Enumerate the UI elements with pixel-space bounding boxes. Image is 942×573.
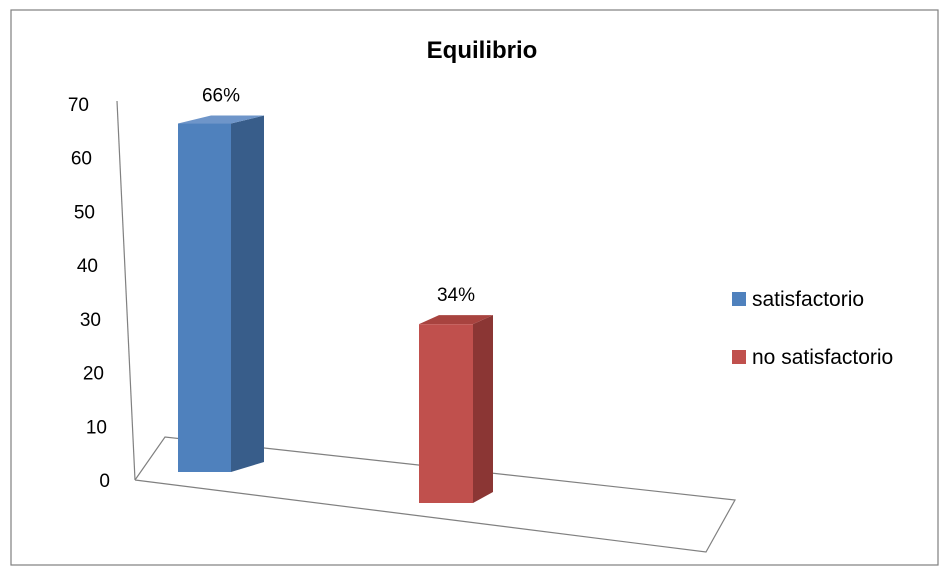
bar-top-face: [419, 315, 493, 325]
y-tick-label: 0: [99, 471, 110, 492]
legend-swatch: [732, 292, 746, 306]
plot-floor: [116, 100, 736, 553]
y-axis-ticks: 0 10 20 30 40 50 60 70: [68, 95, 110, 492]
data-label: 66%: [202, 86, 240, 107]
y-tick-label: 20: [83, 364, 104, 385]
legend-swatch: [732, 350, 746, 364]
data-labels: 66% 34%: [202, 86, 475, 307]
y-tick-label: 70: [68, 95, 89, 116]
data-label: 34%: [437, 285, 475, 306]
bar-side-face: [231, 115, 264, 473]
legend-item: no satisfactorio: [732, 346, 893, 369]
y-tick-label: 40: [77, 256, 98, 277]
bar-front-face: [419, 324, 473, 503]
back-vertical-axis: [116, 100, 136, 481]
bar-satisfactorio: [178, 115, 264, 473]
bar-side-face: [473, 315, 493, 503]
legend-label: no satisfactorio: [752, 346, 893, 369]
y-tick-label: 50: [74, 202, 95, 223]
bar-no-satisfactorio: [419, 315, 493, 503]
bar-front-face: [178, 123, 231, 473]
y-tick-label: 30: [80, 310, 101, 331]
floor-outline: [134, 436, 736, 553]
legend-item: satisfactorio: [732, 288, 864, 311]
legend: satisfactorio no satisfactorio: [732, 288, 893, 369]
legend-label: satisfactorio: [752, 288, 864, 311]
chart-title: Equilibrio: [427, 37, 538, 64]
y-tick-label: 10: [86, 417, 107, 438]
bars: [178, 115, 493, 503]
bar-top-face: [178, 115, 264, 124]
y-tick-label: 60: [71, 149, 92, 170]
